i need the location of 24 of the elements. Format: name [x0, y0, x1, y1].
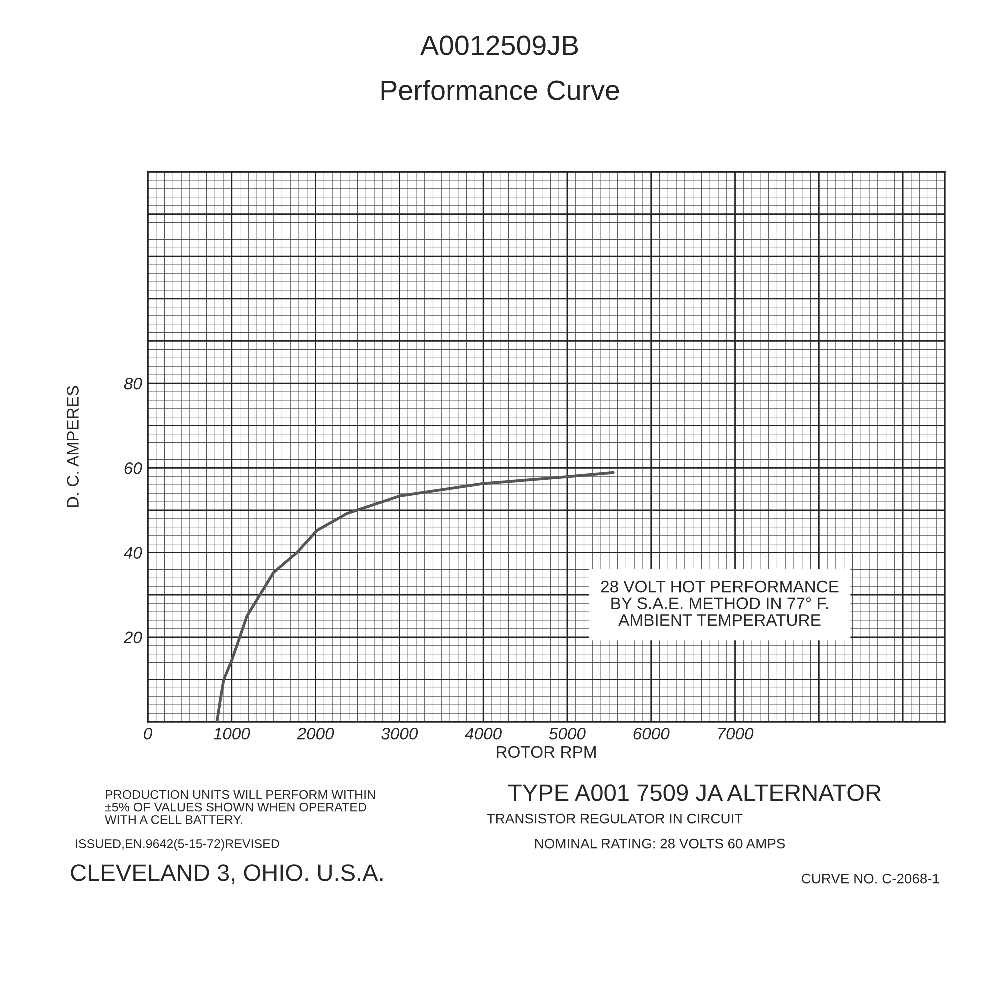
y-tick-label: 60: [124, 462, 142, 474]
y-tick-label: 80: [124, 378, 142, 390]
text: PRODUCTION UNITS WILL PERFORM WITHIN ±5% OF VALUES SHOWN WHEN OPERATED WITH A CELL BATTERY.: [105, 790, 376, 824]
x-axis-title: ROTOR RPM: [497, 746, 596, 758]
text: ISSUED,EN.9642(5-15-72)REVISED: [76, 839, 280, 851]
text: CLEVELAND 3, OHIO. U.S.A.: [71, 864, 383, 884]
y-axis-title: D. C. AMPERES: [67, 386, 79, 508]
x-tick-label: 7000: [718, 728, 754, 740]
x-tick-label: 0: [144, 728, 152, 740]
text: TRANSISTOR REGULATOR IN CIRCUIT: [487, 814, 743, 824]
annotation: 28 VOLT HOT PERFORMANCE BY S.A.E. METHOD IN 77° F. AMBIENT TEMPERATURE: [601, 580, 839, 626]
x-tick-label: 4000: [465, 728, 502, 740]
x-tick-label: 1000: [214, 728, 250, 740]
chart-subtitle: Performance Curve: [382, 80, 620, 100]
y-tick-label: 40: [124, 547, 142, 559]
text: NOMINAL RATING: 28 VOLTS 60 AMPS: [535, 838, 786, 849]
x-tick-label: 2000: [297, 728, 334, 740]
x-tick-label: 3000: [382, 728, 418, 740]
y-tick-label: 20: [124, 632, 142, 644]
x-tick-label: 5000: [549, 728, 586, 740]
x-tick-label: 6000: [634, 728, 670, 740]
text: CURVE NO. C-2068-1: [802, 874, 940, 884]
chart-title: A0012509JB: [420, 36, 578, 56]
text: TYPE A001 7509 JA ALTERNATOR: [508, 784, 881, 802]
